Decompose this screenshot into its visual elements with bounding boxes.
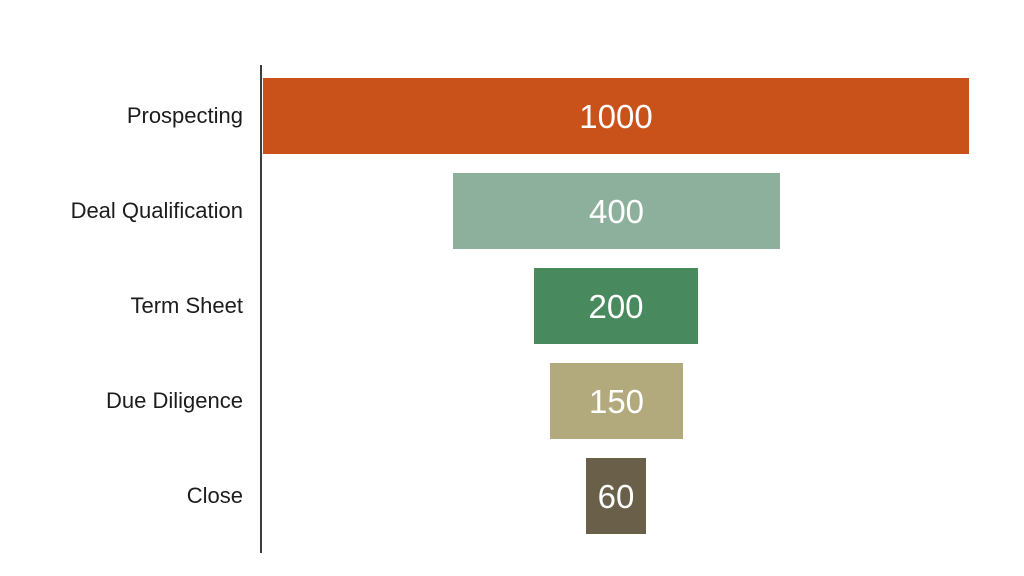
funnel-bar: 1000 (263, 78, 969, 154)
bar-value-label: 400 (588, 192, 645, 230)
funnel-bar: 60 (586, 458, 646, 534)
bar-value-label: 60 (597, 477, 635, 515)
vertical-axis-line (260, 65, 262, 553)
bar-value-label: 200 (588, 287, 644, 325)
stage-label: Close (186, 483, 243, 508)
funnel-bar: 150 (550, 363, 683, 439)
stage-label: Prospecting (126, 103, 243, 128)
bar-value-label: 150 (588, 382, 645, 420)
stage-label: Due Diligence (106, 388, 243, 413)
stage-label: Term Sheet (130, 293, 244, 318)
funnel-bar: 200 (534, 268, 698, 344)
stage-label: Deal Qualification (70, 198, 243, 223)
bar-value-label: 1000 (579, 97, 653, 135)
funnel-bar: 400 (453, 173, 780, 249)
